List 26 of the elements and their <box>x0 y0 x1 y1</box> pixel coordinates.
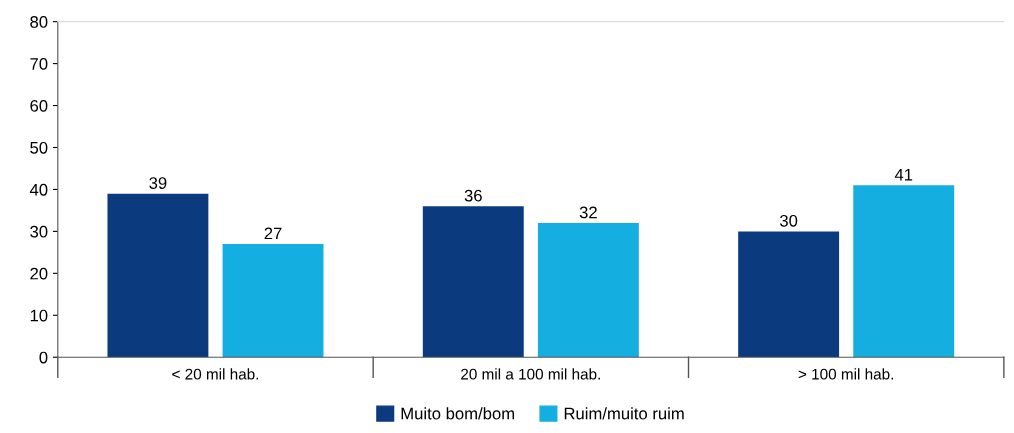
data-label: 27 <box>264 227 282 240</box>
bar <box>222 243 324 358</box>
x-tick-label: < 20 mil hab. <box>172 368 259 380</box>
y-tick-label: 60 <box>30 99 48 112</box>
data-label: 32 <box>579 206 597 219</box>
legend-label: Muito bom/bom <box>401 407 515 420</box>
legend-label: Ruim/muito ruim <box>564 407 684 420</box>
bar <box>422 206 524 358</box>
data-label: 41 <box>894 168 913 181</box>
y-tick-label: 70 <box>30 58 48 70</box>
data-label: 36 <box>464 189 482 202</box>
y-tick-label: 80 <box>30 16 48 28</box>
y-tick-label: 40 <box>29 183 48 196</box>
bar <box>537 222 639 358</box>
data-label: 39 <box>149 177 167 189</box>
y-tick-label: 10 <box>30 309 48 322</box>
data-label: 30 <box>780 214 798 227</box>
x-tick-label: > 100 mil hab. <box>798 368 893 380</box>
bar <box>107 193 209 358</box>
y-tick-label: 50 <box>30 141 48 154</box>
bar <box>853 185 955 358</box>
y-tick-label: 30 <box>30 225 48 238</box>
x-tick-label: 20 mil a 100 mil hab. <box>461 368 600 380</box>
bar <box>738 231 840 358</box>
y-tick-label: 20 <box>30 267 48 280</box>
y-tick-label: 0 <box>39 351 48 364</box>
